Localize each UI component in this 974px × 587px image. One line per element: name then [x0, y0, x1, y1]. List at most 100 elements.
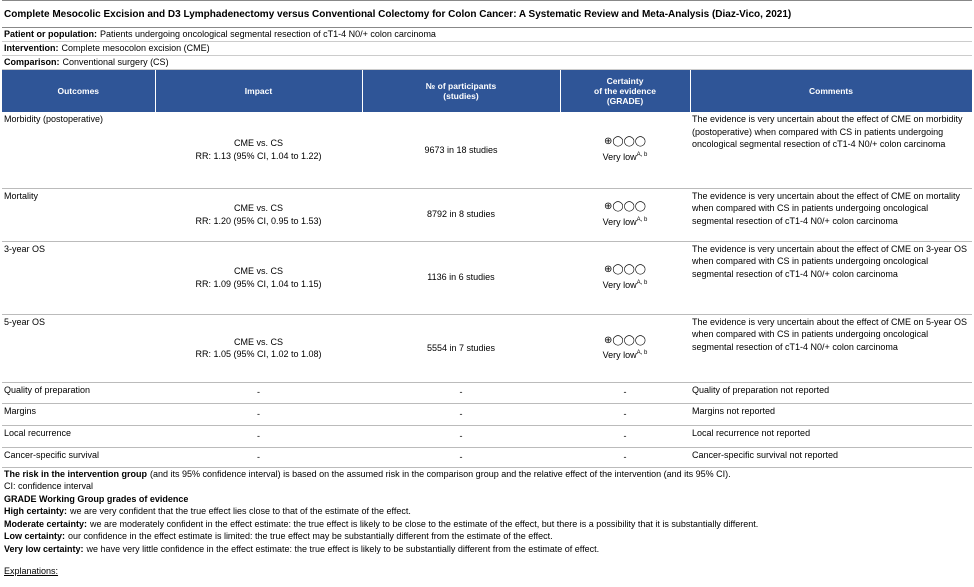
certainty-line: Very lowA, b [562, 149, 688, 164]
info-label: Comparison: [4, 57, 60, 67]
certainty-symbols: ⊕◯◯◯ [604, 264, 646, 275]
comments-cell: Cancer-specific survival not reported [690, 447, 972, 468]
impact-cell: CME vs. CS RR: 1.09 (95% CI, 1.04 to 1.15… [155, 241, 362, 315]
impact-cell: CME vs. CS RR: 1.05 (95% CI, 1.02 to 1.08… [155, 314, 362, 383]
certainty-label: Very low [602, 151, 637, 162]
footer: The risk in the intervention group (and i… [2, 468, 972, 556]
column-header: № of participants (studies) [362, 70, 561, 112]
footer-line: Low certainty: our confidence in the effe… [2, 530, 972, 543]
table-row: Local recurrence - - - Local recurrence not … [2, 425, 972, 448]
certainty-footnotes: A, b [636, 350, 648, 356]
certainty-cell: - [560, 447, 690, 468]
impact-line: - [257, 430, 260, 441]
table-row: Cancer-specific survival - - - Cancer-specif… [2, 447, 972, 468]
footer-bold: Moderate certainty: [4, 518, 88, 529]
header-row: Outcomes Impact № of participants (studies… [2, 70, 973, 112]
column-header: Impact [155, 70, 363, 112]
outcome-cell: Quality of preparation [2, 382, 155, 404]
info-text: Complete mesocolon excision (CME) [61, 43, 210, 53]
footer-bold: Low certainty: [4, 531, 66, 542]
impact-cell: - [155, 425, 362, 448]
certainty-label: Very low [602, 350, 637, 360]
certainty-line: Very lowA, b [562, 214, 688, 229]
impact-line: - [257, 408, 260, 419]
outcome-cell: Morbidity (postoperative) [2, 112, 155, 189]
certainty-line: Very lowA, b [562, 347, 688, 362]
table-row: Morbidity (postoperative) CME vs. CS RR: 1… [2, 112, 972, 189]
table-row: Quality of preparation - - - Quality of prep… [2, 382, 972, 404]
info-line: Patient or population: Patients undergoin… [2, 28, 972, 42]
footer-line: CI: confidence interval [2, 480, 972, 493]
outcome-cell: 3-year OS [2, 241, 155, 315]
participants-cell: 1136 in 6 studies [362, 241, 560, 315]
info-label: Patient or population: [4, 29, 97, 39]
outcome-cell: Cancer-specific survival [2, 447, 155, 468]
document: Complete Mesocolic Excision and D3 Lymph… [2, 0, 973, 576]
certainty-line: Very lowA, b [562, 277, 688, 292]
certainty-cell: - [560, 425, 690, 448]
footer-bold: High certainty: [4, 506, 68, 517]
impact-line: CME vs. CS [233, 203, 283, 213]
certainty-cell: - [560, 382, 690, 404]
comments-cell: Local recurrence not reported [690, 425, 972, 448]
footer-text: we have very little confidence in the ef… [86, 544, 600, 555]
impact-cell: CME vs. CS RR: 1.13 (95% CI, 1.04 to 1.22… [155, 112, 362, 189]
table-row: Mortality CME vs. CS RR: 1.20 (95% CI, 0.9… [2, 188, 972, 242]
column-header: Comments [690, 70, 973, 112]
certainty-cell: ⊕◯◯◯ Very lowA, b [560, 112, 690, 189]
participants-cell: - [362, 425, 560, 448]
certainty-symbols: ⊕◯◯◯ [604, 201, 646, 212]
info-text: Patients undergoing oncological segmenta… [100, 29, 436, 39]
footer-bold: Very low certainty: [4, 544, 84, 555]
impact-line: RR: 1.05 (95% CI, 1.02 to 1.08) [195, 349, 322, 359]
info-text: Conventional surgery (CS) [62, 57, 169, 67]
comments-cell: The evidence is very uncertain about the… [690, 188, 972, 242]
footer-text: (and its 95% confidence interval) is bas… [150, 468, 731, 479]
footer-line: The risk in the intervention group (and i… [2, 468, 972, 481]
table-body: Morbidity (postoperative) CME vs. CS RR: 1… [2, 112, 972, 468]
footer-line: GRADE Working Group grades of evidence [2, 493, 972, 506]
title: Complete Mesocolic Excision and D3 Lymph… [2, 0, 972, 28]
info-label: Intervention: [4, 43, 59, 53]
certainty-cell: - [560, 403, 690, 426]
certainty-label: Very low [602, 279, 637, 290]
participants-cell: 9673 in 18 studies [362, 112, 560, 189]
footer-line: High certainty: we are very confident tha… [2, 505, 972, 518]
certainty-footnotes: A, b [636, 279, 648, 286]
info-block: Patient or population: Patients undergoin… [2, 28, 972, 70]
footer-bold: GRADE Working Group grades of evidence [4, 493, 189, 504]
footer-text: we are very confident that the true effe… [70, 506, 411, 517]
table-row: 3-year OS CME vs. CS RR: 1.09 (95% CI, 1.0… [2, 241, 972, 315]
column-header: Certainty of the evidence (GRADE) [560, 70, 691, 112]
impact-line: RR: 1.09 (95% CI, 1.04 to 1.15) [195, 278, 322, 289]
certainty-symbols: ⊕◯◯◯ [604, 334, 646, 346]
certainty-label: Very low [602, 216, 637, 227]
outcome-cell: 5-year OS [2, 314, 155, 383]
impact-line: CME vs. CS [233, 138, 283, 149]
impact-line: CME vs. CS [233, 266, 283, 276]
impact-line: - [257, 387, 260, 398]
participants-cell: 8792 in 8 studies [362, 188, 560, 242]
summary-table: Outcomes Impact № of participants (studies… [2, 70, 973, 468]
impact-line: RR: 1.20 (95% CI, 0.95 to 1.53) [195, 215, 322, 226]
certainty-cell: ⊕◯◯◯ Very lowA, b [560, 314, 690, 383]
comments-cell: Margins not reported [690, 403, 972, 426]
impact-line: RR: 1.13 (95% CI, 1.04 to 1.22) [195, 150, 322, 161]
impact-cell: CME vs. CS RR: 1.20 (95% CI, 0.95 to 1.53… [155, 188, 362, 242]
certainty-symbols: ⊕◯◯◯ [604, 136, 646, 148]
impact-line: CME vs. CS [233, 336, 283, 347]
outcome-cell: Local recurrence [2, 425, 155, 448]
footer-text: we are moderately confident in the effec… [90, 518, 759, 529]
table-row: Margins - - - Margins not reported [2, 403, 972, 426]
footer-bold: The risk in the intervention group [4, 468, 148, 479]
impact-cell: - [155, 447, 362, 468]
certainty-cell: ⊕◯◯◯ Very lowA, b [560, 188, 690, 242]
column-header: Outcomes [2, 70, 156, 112]
comments-cell: The evidence is very uncertain about the… [690, 112, 972, 189]
outcome-cell: Margins [2, 403, 155, 426]
comments-cell: Quality of preparation not reported [690, 382, 972, 404]
comments-cell: The evidence is very uncertain about the… [690, 241, 972, 315]
table-row: 5-year OS CME vs. CS RR: 1.05 (95% CI, 1.0… [2, 314, 972, 383]
certainty-footnotes: A, b [636, 216, 648, 223]
